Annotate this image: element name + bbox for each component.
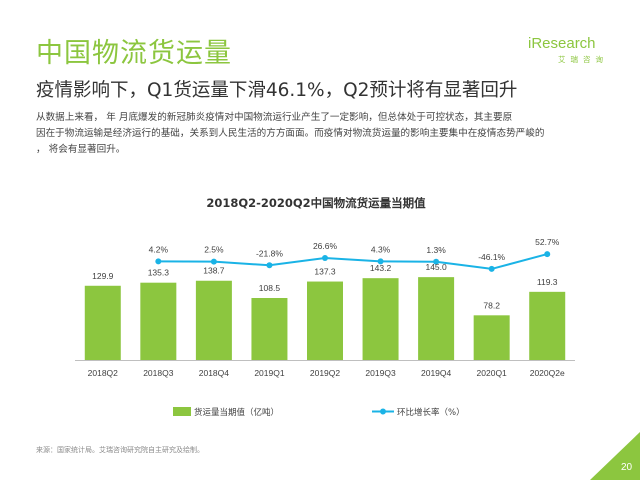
- x-tick-label: 2019Q2: [310, 368, 341, 378]
- growth-rate-label: 2.5%: [204, 245, 224, 255]
- logo-wordmark: iResearch: [528, 35, 596, 52]
- growth-rate-point: [488, 265, 495, 272]
- corner-decoration: [590, 432, 640, 480]
- bar-value-label: 138.7: [203, 266, 225, 276]
- bar: [362, 278, 399, 360]
- growth-rate-point: [155, 258, 162, 265]
- x-tick-label: 2018Q2: [88, 368, 119, 378]
- bar-value-label: 143.2: [370, 263, 392, 273]
- page-subtitle: 疫情影响下，Q1货运量下滑46.1%，Q2预计将有显著回升: [36, 80, 518, 101]
- bar-value-label: 108.5: [259, 283, 281, 293]
- x-tick-label: 2019Q3: [365, 368, 396, 378]
- legend-bar-label: 货运量当期值（亿吨）: [194, 407, 279, 418]
- page-title: 中国物流货运量: [36, 38, 232, 69]
- x-tick-label: 2018Q4: [199, 368, 230, 378]
- logo-chinese: 艾瑞咨询: [558, 55, 608, 64]
- growth-rate-line: [158, 253, 548, 270]
- bar: [529, 291, 566, 360]
- growth-rate-label: -46.1%: [478, 252, 505, 262]
- bar-value-label: 145.0: [425, 262, 447, 272]
- page-number: 20: [621, 462, 633, 473]
- bar: [307, 281, 343, 360]
- growth-rate-point: [322, 255, 328, 262]
- growth-rate-point: [544, 251, 551, 258]
- bar: [418, 277, 455, 360]
- bar: [195, 280, 232, 360]
- growth-rate-label: -21.8%: [256, 248, 283, 258]
- chart-title: 2018Q2-2020Q2中国物流货运量当期值: [206, 196, 426, 210]
- source-footnote: 来源：国家统计局。艾瑞咨询研究院自主研究及绘制。: [36, 446, 204, 454]
- x-tick-label: 2020Q1: [477, 368, 508, 378]
- bar: [473, 315, 510, 360]
- iresearch-logo: iResearch 艾瑞咨询: [528, 36, 608, 65]
- bar-value-label: 129.9: [92, 271, 114, 281]
- x-tick-label: 2019Q4: [421, 368, 452, 378]
- body-paragraph: 从数据上来看， 年 月底爆发的新冠肺炎疫情对中国物流运行业产生了一定影响，但总体…: [36, 110, 608, 158]
- bar: [251, 298, 288, 360]
- bar: [84, 285, 121, 360]
- growth-rate-label: 52.7%: [535, 237, 560, 247]
- x-tick-label: 2020Q2e: [530, 368, 565, 378]
- bar-value-label: 135.3: [148, 268, 170, 278]
- growth-rate-label: 4.2%: [149, 244, 169, 254]
- x-tick-label: 2019Q1: [254, 368, 285, 378]
- growth-rate-point: [377, 258, 384, 265]
- growth-rate-label: 1.3%: [426, 245, 446, 255]
- growth-rate-label: 26.6%: [313, 241, 338, 251]
- x-tick-label: 2018Q3: [143, 368, 174, 378]
- bar-value-label: 119.3: [537, 277, 558, 287]
- legend-line-marker: [380, 408, 386, 415]
- legend-bar-swatch: [173, 407, 191, 416]
- bar: [140, 282, 177, 360]
- growth-rate-point: [433, 258, 440, 265]
- growth-rate-label: 4.3%: [371, 244, 391, 254]
- body-line: 因在于物流运输是经济运行的基础，关系到人民生活的方方面面。而疫情对物流货运量的影…: [36, 128, 545, 139]
- growth-rate-point: [266, 262, 273, 269]
- growth-rate-point: [210, 258, 217, 265]
- body-line: ， 将会有显著回升。: [36, 144, 126, 155]
- bar-value-label: 78.2: [483, 300, 500, 310]
- body-line: 从数据上来看， 年 月底爆发的新冠肺炎疫情对中国物流运行业产生了一定影响，但总体…: [36, 112, 513, 123]
- bar-value-label: 137.3: [314, 267, 336, 277]
- legend-line-label: 环比增长率（%）: [397, 407, 465, 418]
